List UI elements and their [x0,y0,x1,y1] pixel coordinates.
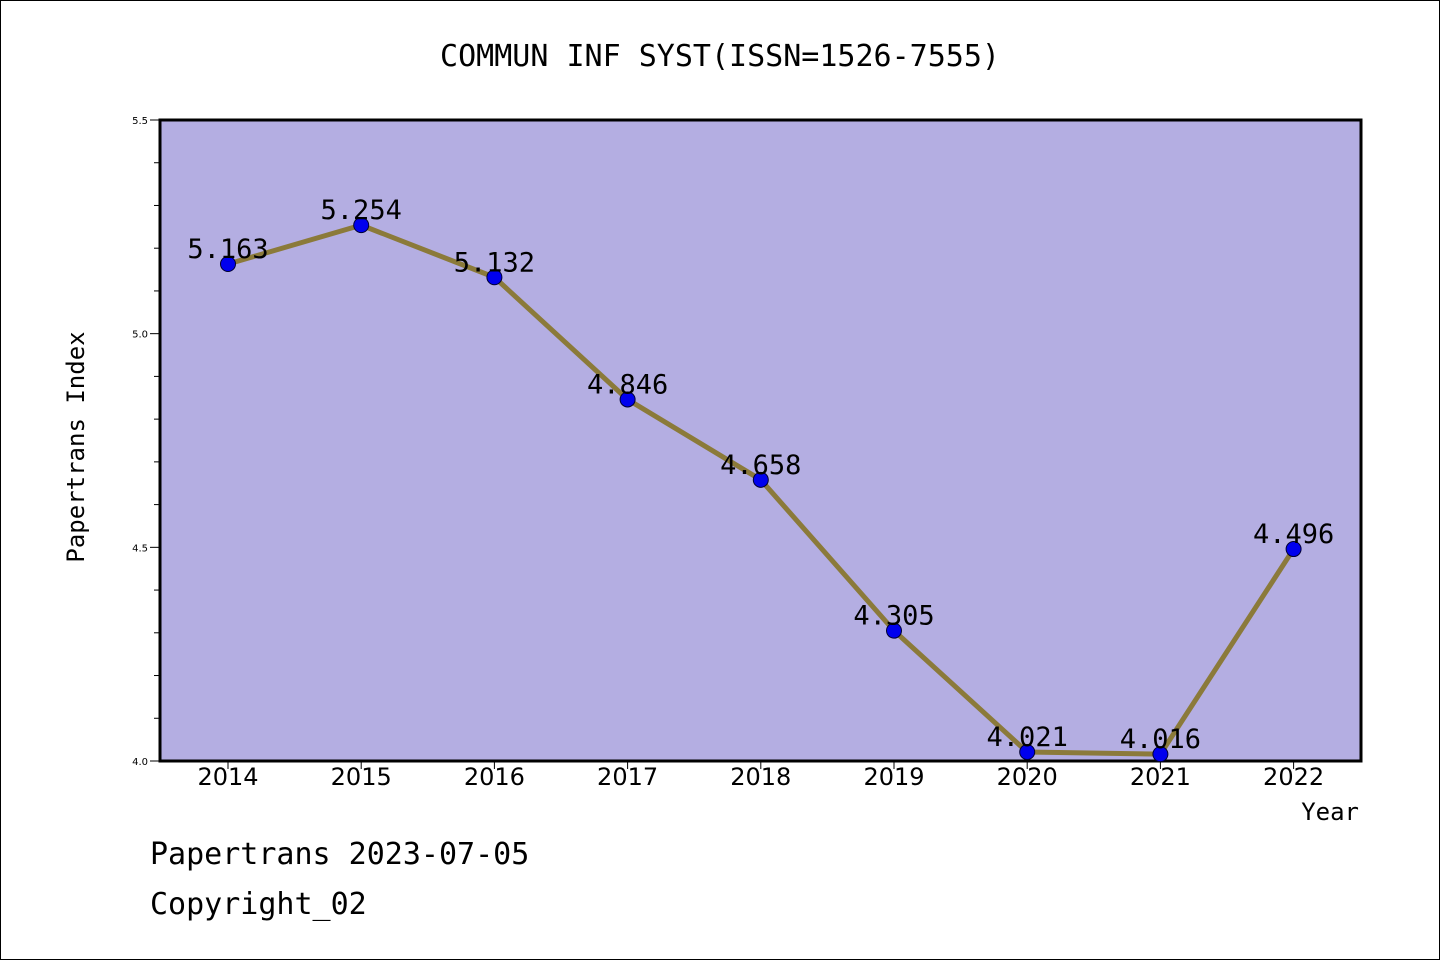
x-tick-label: 2019 [863,763,924,791]
x-tick-label: 2018 [730,763,791,791]
data-label: 4.846 [587,369,668,400]
data-label: 4.658 [720,450,801,481]
x-tick-label: 2020 [997,763,1058,791]
data-label: 5.254 [321,195,402,226]
data-labels: 5.163 5.254 5.132 4.846 4.658 4.305 4.021 4.016… [187,195,1334,755]
footer-date: Papertrans 2023-07-05 [150,837,529,872]
y-tick-label: 5.0 [132,330,148,341]
x-tick-label: 2016 [464,763,525,791]
x-tick-label: 2022 [1263,763,1324,791]
x-axis: 2014 2015 2016 2017 2018 2019 2020 2021 2022 [197,761,1324,791]
data-point [1152,746,1169,763]
data-point [486,269,503,286]
y-tick-label: 5.5 [132,116,148,127]
data-label: 4.496 [1253,519,1334,550]
data-point [220,256,236,273]
y-tick-label: 4.0 [132,757,148,768]
data-point [1285,541,1302,558]
data-point [886,622,902,639]
y-axis-label: Papertrans Index [62,331,90,562]
x-tick-label: 2015 [331,763,392,791]
data-label: 4.016 [1120,724,1201,755]
series-line [220,217,1302,763]
y-tick-label: 4.5 [132,543,148,554]
data-point [1019,744,1036,761]
x-axis-label: Year [1301,798,1359,826]
footer-copyright: Copyright_02 [150,887,367,922]
data-label: 4.021 [987,722,1068,753]
data-point [619,391,636,408]
data-label: 5.132 [454,247,535,278]
data-label: 4.305 [853,601,934,632]
data-point [752,471,769,488]
x-tick-label: 2017 [597,763,658,791]
data-label: 5.163 [187,234,268,265]
x-tick-label: 2014 [197,763,258,791]
data-point [353,217,370,234]
x-tick-label: 2021 [1130,763,1191,791]
chart-title: COMMUN INF SYST(ISSN=1526-7555) [440,39,1000,74]
y-axis: 4.0 4.5 5.0 5.5 [132,116,160,768]
